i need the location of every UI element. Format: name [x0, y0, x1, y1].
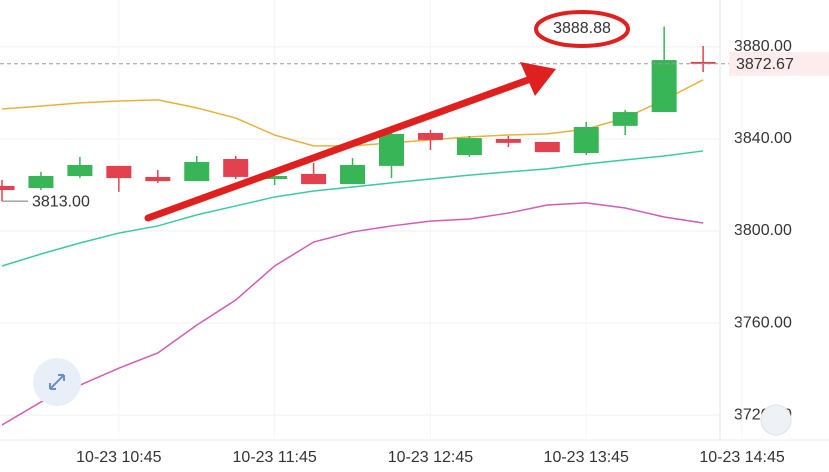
candle-body [379, 133, 404, 166]
arrow-head [520, 62, 556, 96]
x-tick-label: 10-23 13:45 [544, 449, 630, 466]
highlight-ellipse [534, 10, 630, 48]
low-label: 3813.00 [32, 193, 90, 210]
x-tick-label: 10-23 14:45 [699, 449, 785, 466]
candle-body [690, 61, 716, 64]
candle-body [573, 127, 599, 154]
candle-body [301, 173, 327, 185]
y-tick-label: 3840.00 [734, 130, 792, 147]
candle-body [0, 185, 15, 191]
candle-body [340, 164, 366, 185]
y-tick-label: 3760.00 [734, 314, 792, 331]
high-label: 3888.88 [553, 20, 611, 37]
x-tick-label: 10-23 11:45 [233, 449, 317, 466]
expand-icon [49, 374, 65, 390]
current-price-label: 3872.67 [736, 56, 794, 73]
indicator-line [1, 202, 704, 426]
candle-body [184, 161, 210, 182]
indicator-line [1, 150, 704, 267]
arrow-shaft [144, 76, 532, 222]
y-tick-label: 3880.00 [734, 38, 792, 55]
candle-body [67, 164, 93, 177]
candle-body [28, 176, 54, 188]
candle-body [495, 138, 521, 143]
x-tick-label: 10-23 12:45 [388, 449, 474, 466]
y-tick-label: 3800.00 [734, 222, 792, 239]
candle-body [612, 112, 638, 126]
candle-body [145, 176, 171, 182]
candle-body [417, 132, 443, 140]
candle-body [651, 60, 677, 113]
candle-body [534, 141, 560, 153]
current-price-tag [729, 51, 829, 76]
candle-body [456, 138, 482, 156]
candle-body [262, 176, 288, 180]
candle-body [223, 158, 249, 177]
corner-button[interactable] [760, 404, 792, 436]
x-tick-label: 10-23 10:45 [76, 449, 162, 466]
candle-body [106, 165, 132, 179]
